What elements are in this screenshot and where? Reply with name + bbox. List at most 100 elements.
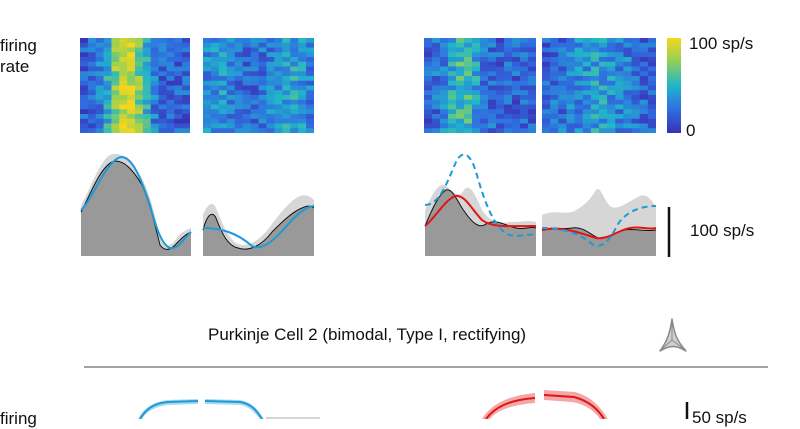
heatmap-cell xyxy=(456,128,465,133)
heatmap-cell xyxy=(103,90,113,96)
heatmap-cell xyxy=(566,109,576,115)
heatmap-cell xyxy=(542,118,551,125)
heatmap-cell xyxy=(242,76,252,82)
heatmap-cell xyxy=(488,118,497,125)
heatmap-cell xyxy=(87,66,97,72)
heatmap-cell xyxy=(174,61,183,68)
heatmap-cell xyxy=(566,57,576,63)
heatmap-cell xyxy=(226,114,236,120)
heatmap-cell xyxy=(424,38,433,44)
heatmap-cell xyxy=(647,90,656,96)
heatmap-cell xyxy=(127,71,136,77)
heatmap-cell xyxy=(218,71,228,77)
heatmap-cell xyxy=(298,95,307,101)
heatmap-cell xyxy=(166,52,175,58)
heatmap-cell xyxy=(542,52,551,58)
heatmap-cell xyxy=(496,76,505,82)
heatmap-cell xyxy=(87,90,97,96)
heatmap-cell xyxy=(111,47,120,53)
heatmap-cell xyxy=(550,52,559,58)
heatmap-cell xyxy=(488,61,497,68)
heatmap-cell xyxy=(496,104,505,110)
heatmap-cell xyxy=(472,47,481,53)
heatmap-cell xyxy=(599,47,608,53)
heatmap-cell xyxy=(203,95,212,101)
heatmap-cell xyxy=(528,61,536,68)
heatmap-cell xyxy=(639,118,649,125)
heatmap-cell xyxy=(158,42,168,49)
heatmap-cell xyxy=(242,61,252,68)
heatmap-cell xyxy=(166,109,175,115)
heatmap-cell xyxy=(496,109,505,115)
heatmap-cell xyxy=(250,38,260,44)
heatmap-cell xyxy=(135,57,144,63)
heatmap-cell xyxy=(542,128,551,133)
heatmap-cell xyxy=(266,76,275,82)
heatmap-cell xyxy=(210,114,220,120)
heatmap-cell xyxy=(424,47,433,53)
heatmap-cell xyxy=(590,104,600,110)
heatmap-cell xyxy=(574,52,584,58)
heatmap-cell xyxy=(550,99,559,106)
heatmap-cell xyxy=(119,71,128,77)
heatmap-cell xyxy=(266,128,275,133)
heatmap-cell xyxy=(282,52,291,58)
heatmap-cell xyxy=(432,123,441,129)
heatmap-cell xyxy=(590,123,600,129)
heatmap-cell xyxy=(623,95,633,101)
heatmap-cell xyxy=(647,95,656,101)
heatmap-cell xyxy=(472,76,481,82)
heatmap-cell xyxy=(274,52,283,58)
heatmap-cell xyxy=(520,109,529,115)
heatmap-cell xyxy=(142,66,152,72)
heatmap-cell xyxy=(512,104,521,110)
heatmap-cell xyxy=(150,123,160,129)
heatmap-cell xyxy=(448,42,457,49)
heatmap-cell xyxy=(142,76,152,82)
heatmap-cell xyxy=(298,123,307,129)
heatmap-cell xyxy=(582,61,592,68)
heatmap-cell xyxy=(542,42,551,49)
heatmap-cell xyxy=(432,104,441,110)
heatmap-cell xyxy=(158,57,168,63)
heatmap-cell xyxy=(566,42,576,49)
heatmap-cell xyxy=(550,42,559,49)
heatmap-cell xyxy=(550,123,559,129)
heatmap-cell xyxy=(528,123,536,129)
heatmap-cell xyxy=(150,109,160,115)
heatmap-cell xyxy=(520,71,529,77)
heatmap-cell xyxy=(623,114,633,120)
heatmap-cell xyxy=(472,104,481,110)
heatmap-cell xyxy=(496,66,505,72)
heatmap-cell xyxy=(218,80,228,87)
heatmap-cell xyxy=(488,80,497,87)
heatmap-cell xyxy=(631,42,641,49)
heatmap-cell xyxy=(111,66,120,72)
heatmap-cell xyxy=(174,80,183,87)
heatmap-cell xyxy=(542,85,551,91)
heatmap-cell xyxy=(111,114,120,120)
heatmap-cell xyxy=(103,57,113,63)
heatmap-cell xyxy=(166,123,175,129)
heatmap-cell xyxy=(174,57,183,63)
heatmap-cell xyxy=(472,123,481,129)
heatmap-cell xyxy=(440,95,449,101)
heatmap-cell xyxy=(440,85,449,91)
heatmap-cell xyxy=(127,38,136,44)
heatmap-cell xyxy=(203,76,212,82)
heatmap-cell xyxy=(623,123,633,129)
heatmap-cell xyxy=(607,85,616,91)
heatmap-cell xyxy=(464,90,473,96)
heatmap-cell xyxy=(234,95,244,101)
heatmap-cell xyxy=(298,76,307,82)
heatmap-cell xyxy=(298,109,307,115)
heatmap-cell xyxy=(607,71,616,77)
heatmap-cell xyxy=(432,128,441,133)
heatmap-cell xyxy=(290,99,299,106)
heatmap-cell xyxy=(87,52,97,58)
heatmap-cell xyxy=(496,47,505,53)
heatmap-cell xyxy=(488,42,497,49)
heatmap-cell xyxy=(298,128,307,133)
heatmap-cell xyxy=(590,80,600,87)
heatmap-cell xyxy=(504,109,513,115)
